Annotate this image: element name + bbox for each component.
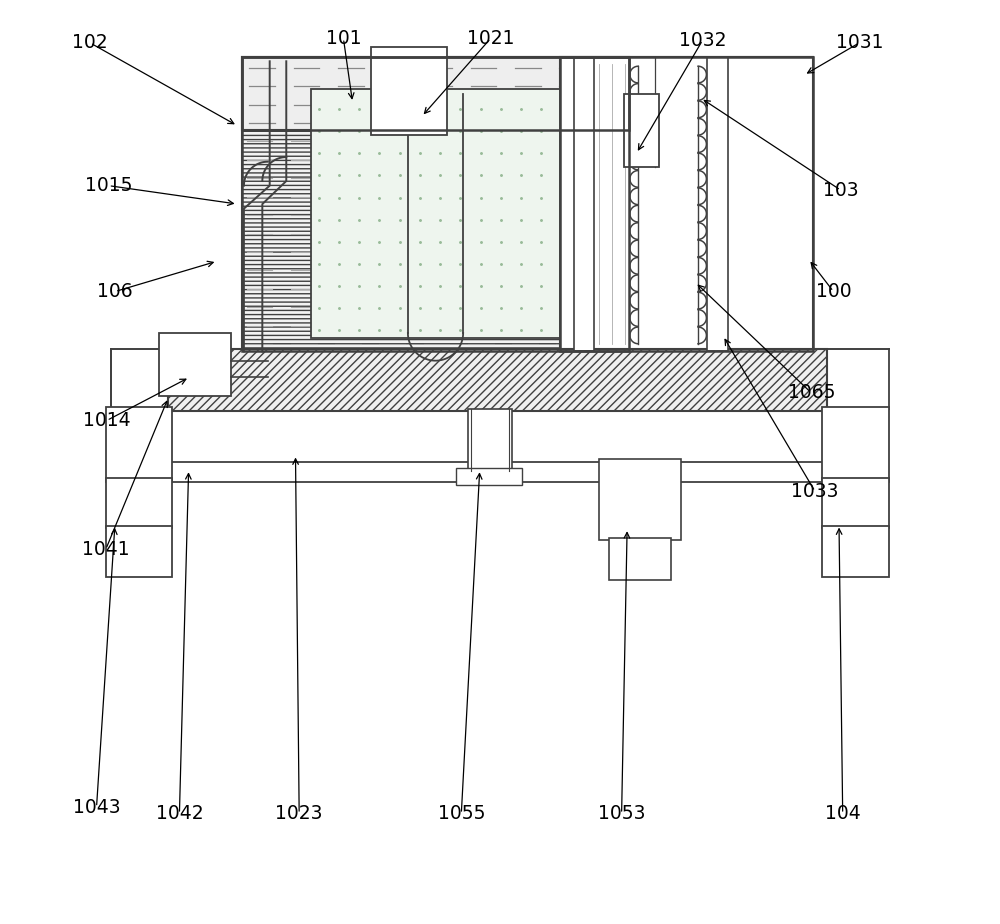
Bar xyxy=(242,56,629,351)
Text: 1023: 1023 xyxy=(275,805,323,823)
Text: 1032: 1032 xyxy=(679,30,726,50)
Text: 1031: 1031 xyxy=(836,33,883,53)
Bar xyxy=(707,56,728,351)
Bar xyxy=(242,56,629,130)
Bar xyxy=(106,527,172,578)
Bar xyxy=(468,408,512,471)
Text: 1055: 1055 xyxy=(438,805,485,823)
Bar xyxy=(560,56,813,351)
Bar xyxy=(371,47,447,135)
Bar xyxy=(822,527,889,578)
Text: 102: 102 xyxy=(72,33,108,53)
Text: 1043: 1043 xyxy=(73,798,120,817)
Text: 100: 100 xyxy=(816,282,851,301)
Text: 1065: 1065 xyxy=(788,383,835,403)
Text: 1014: 1014 xyxy=(83,411,130,430)
Bar xyxy=(574,56,594,351)
Bar xyxy=(311,89,560,337)
Text: 1021: 1021 xyxy=(467,29,515,48)
Text: 1033: 1033 xyxy=(791,482,839,501)
Text: 1041: 1041 xyxy=(82,540,130,559)
Text: 1015: 1015 xyxy=(85,176,132,195)
Text: 104: 104 xyxy=(825,805,861,823)
Bar xyxy=(624,93,659,167)
Text: 103: 103 xyxy=(823,181,859,200)
Bar xyxy=(609,539,671,580)
Bar xyxy=(242,56,629,130)
Bar xyxy=(560,56,813,351)
Bar xyxy=(822,478,889,529)
Bar xyxy=(456,468,522,485)
Bar xyxy=(168,348,827,411)
Bar xyxy=(599,459,681,541)
Text: 101: 101 xyxy=(326,29,361,48)
Text: 1042: 1042 xyxy=(156,805,203,823)
Bar xyxy=(822,407,889,482)
Bar xyxy=(159,333,231,395)
Text: 106: 106 xyxy=(97,282,133,301)
Text: 1053: 1053 xyxy=(598,805,645,823)
Bar xyxy=(106,407,172,482)
Bar xyxy=(242,56,813,351)
Bar xyxy=(106,478,172,529)
